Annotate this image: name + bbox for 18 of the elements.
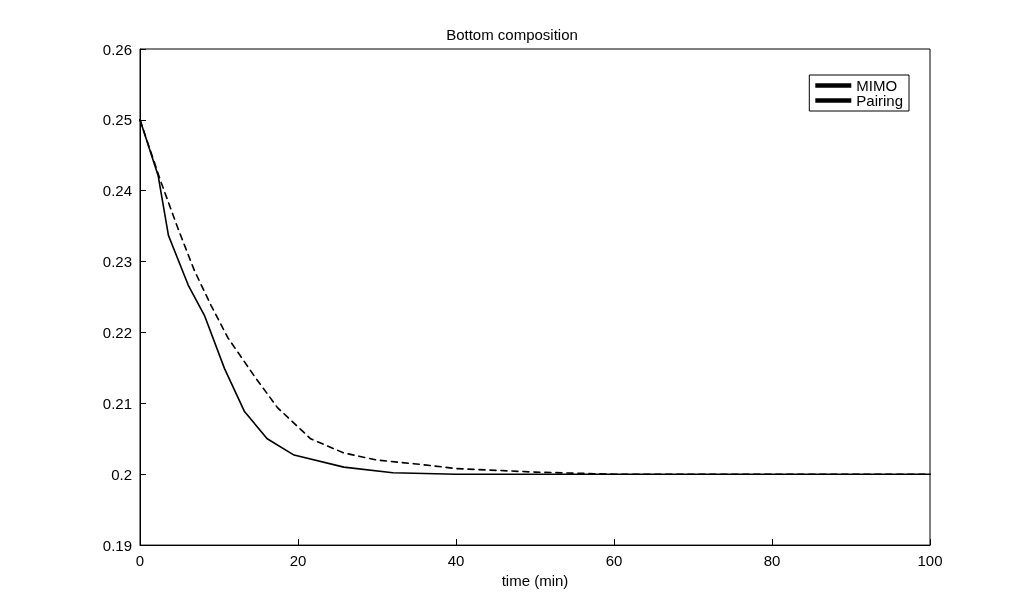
y-tick-label: 0.26 [102,40,132,58]
legend-label: MIMO [856,77,898,94]
x-axis-title: time (min) [501,572,569,589]
y-tick-label: 0.22 [102,323,132,341]
x-tick-label: 60 [605,552,623,570]
x-tick-label: 0 [135,552,145,570]
y-tick-label: 0.23 [102,253,132,271]
y-tick-label: 0.2 [111,465,132,483]
x-tick-label: 40 [447,552,465,570]
y-tick-label: 0.24 [102,182,132,200]
x-tick-label: 100 [917,552,943,570]
chart-title: Bottom composition [446,26,578,43]
x-tick-label: 20 [289,552,307,570]
y-tick-label: 0.19 [102,536,132,554]
y-tick-label: 0.25 [102,111,132,129]
y-tick-label: 0.21 [102,394,132,412]
x-tick-label: 80 [763,552,781,570]
legend-label: Pairing [856,92,904,109]
